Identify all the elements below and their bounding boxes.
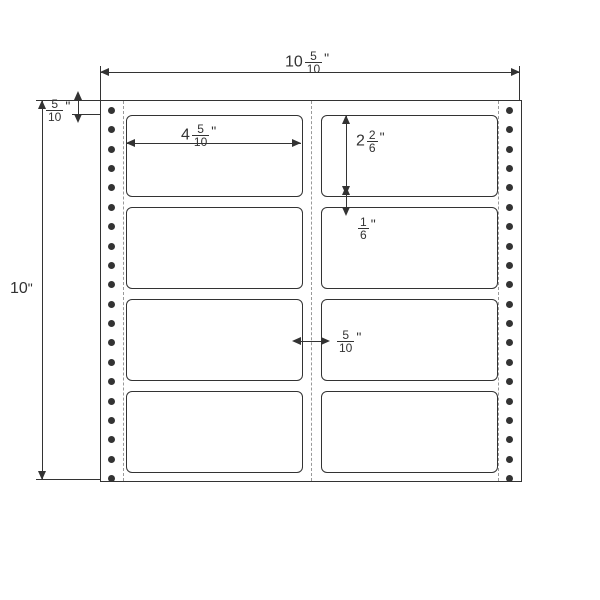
perforation-hole [108, 281, 115, 288]
perforation-hole [108, 301, 115, 308]
dim-label-height: 226" [356, 129, 385, 154]
perforation-hole [506, 301, 513, 308]
perforation-hole [108, 146, 115, 153]
dim-total-height-line [42, 100, 43, 480]
dim-top-margin-line [78, 100, 79, 114]
dim-col-gap-line [301, 341, 321, 342]
dim-total-height: 10" [10, 280, 33, 298]
label-cell [321, 207, 498, 289]
label-cell [126, 391, 303, 473]
perforation-right [498, 101, 521, 481]
dim-row-gap-line [346, 195, 347, 207]
perforation-hole [108, 165, 115, 172]
perforation-hole [506, 243, 513, 250]
perforation-hole [108, 320, 115, 327]
label-cell [321, 115, 498, 197]
perforation-hole [108, 126, 115, 133]
perforation-hole [506, 204, 513, 211]
perforation-hole [506, 262, 513, 269]
perforation-hole [506, 281, 513, 288]
perforation-hole [506, 107, 513, 114]
perforation-hole [108, 223, 115, 230]
perforation-hole [506, 398, 513, 405]
perforation-hole [108, 475, 115, 482]
dim-total-width: 10510" [285, 50, 329, 75]
perforation-hole [108, 398, 115, 405]
label-sheet: 4510" 226" 16" 510" [100, 100, 522, 482]
label-cell [126, 299, 303, 381]
perforation-hole [108, 107, 115, 114]
perforation-hole [506, 417, 513, 424]
perforation-hole [506, 184, 513, 191]
perforation-hole [506, 146, 513, 153]
label-cell [126, 207, 303, 289]
dim-label-height-line [346, 115, 347, 195]
perforation-hole [506, 475, 513, 482]
perforation-hole [108, 184, 115, 191]
perforation-hole [108, 456, 115, 463]
perforation-hole [108, 204, 115, 211]
perforation-hole [506, 126, 513, 133]
perforation-hole [506, 339, 513, 346]
perforation-hole [108, 436, 115, 443]
label-cell [321, 391, 498, 473]
perforation-hole [108, 378, 115, 385]
perforation-left [101, 101, 124, 481]
perforation-hole [506, 320, 513, 327]
label-sheet-diagram: 10510" 10" 510" 4510" 226" [100, 100, 520, 480]
dim-row-gap: 16" [356, 216, 376, 241]
perforation-hole [108, 359, 115, 366]
perforation-hole [108, 417, 115, 424]
perforation-hole [506, 223, 513, 230]
dim-col-gap: 510" [335, 329, 361, 354]
perforation-hole [506, 378, 513, 385]
perforation-hole [506, 436, 513, 443]
perforation-hole [506, 359, 513, 366]
center-fold-line [311, 101, 312, 481]
perforation-hole [506, 456, 513, 463]
perforation-hole [108, 262, 115, 269]
perforation-hole [506, 165, 513, 172]
dim-top-margin: 510" [44, 98, 70, 123]
perforation-hole [108, 243, 115, 250]
perforation-hole [108, 339, 115, 346]
dim-label-width: 4510" [181, 123, 216, 148]
